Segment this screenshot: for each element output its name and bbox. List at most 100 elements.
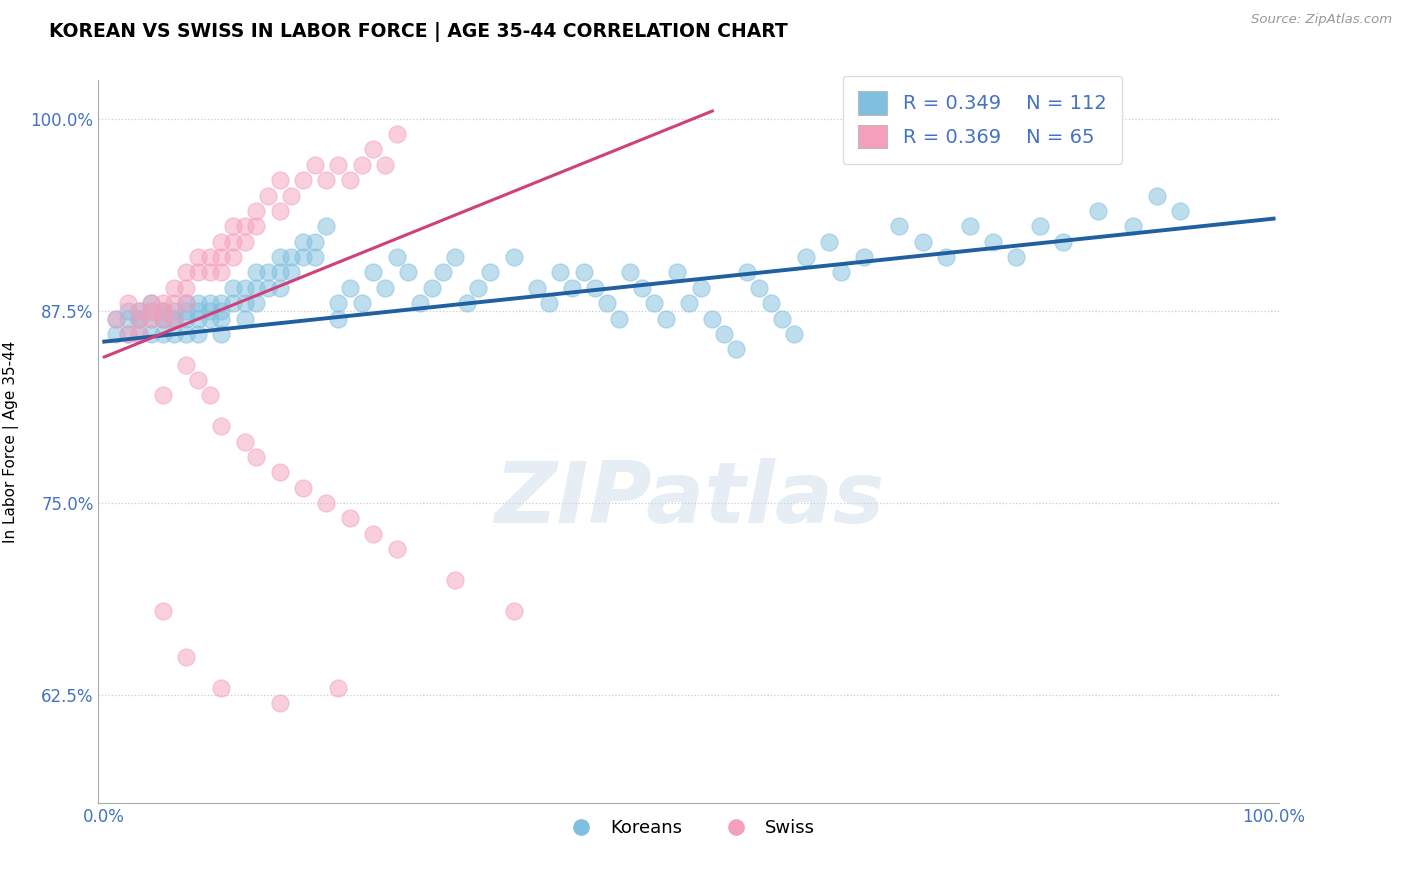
Point — [280, 265, 302, 279]
Point — [152, 304, 174, 318]
Point — [269, 173, 291, 187]
Point — [304, 158, 326, 172]
Point — [666, 265, 689, 279]
Point — [104, 311, 127, 326]
Point — [117, 296, 139, 310]
Point — [198, 388, 221, 402]
Point — [139, 326, 162, 341]
Point — [1029, 219, 1052, 234]
Point — [233, 311, 256, 326]
Point — [209, 419, 232, 434]
Point — [304, 250, 326, 264]
Point — [853, 250, 876, 264]
Point — [269, 203, 291, 218]
Point — [187, 326, 209, 341]
Point — [174, 311, 197, 326]
Point — [737, 265, 759, 279]
Point — [187, 311, 209, 326]
Point — [128, 326, 150, 341]
Point — [1087, 203, 1109, 218]
Point — [139, 296, 162, 310]
Point — [233, 296, 256, 310]
Point — [245, 296, 267, 310]
Point — [187, 265, 209, 279]
Point — [911, 235, 934, 249]
Point — [1122, 219, 1144, 234]
Point — [222, 250, 245, 264]
Point — [456, 296, 478, 310]
Point — [326, 681, 349, 695]
Point — [374, 158, 396, 172]
Point — [233, 281, 256, 295]
Point — [222, 235, 245, 249]
Point — [174, 326, 197, 341]
Point — [596, 296, 619, 310]
Point — [117, 326, 139, 341]
Point — [222, 219, 245, 234]
Point — [361, 265, 384, 279]
Point — [163, 304, 186, 318]
Point — [257, 265, 280, 279]
Point — [163, 326, 186, 341]
Point — [1005, 250, 1028, 264]
Point — [152, 311, 174, 326]
Point — [128, 304, 150, 318]
Point — [572, 265, 595, 279]
Point — [654, 311, 676, 326]
Point — [350, 296, 373, 310]
Point — [702, 311, 724, 326]
Point — [1052, 235, 1074, 249]
Point — [269, 281, 291, 295]
Point — [959, 219, 981, 234]
Point — [139, 304, 162, 318]
Point — [315, 219, 337, 234]
Point — [198, 304, 221, 318]
Point — [374, 281, 396, 295]
Point — [724, 343, 747, 357]
Point — [935, 250, 957, 264]
Point — [889, 219, 911, 234]
Point — [139, 311, 162, 326]
Point — [198, 311, 221, 326]
Point — [128, 311, 150, 326]
Point — [174, 304, 197, 318]
Point — [361, 526, 384, 541]
Point — [152, 311, 174, 326]
Point — [222, 296, 245, 310]
Point — [292, 235, 315, 249]
Text: KOREAN VS SWISS IN LABOR FORCE | AGE 35-44 CORRELATION CHART: KOREAN VS SWISS IN LABOR FORCE | AGE 35-… — [49, 22, 787, 42]
Point — [339, 173, 361, 187]
Point — [326, 296, 349, 310]
Point — [139, 296, 162, 310]
Point — [117, 311, 139, 326]
Point — [152, 604, 174, 618]
Point — [233, 219, 256, 234]
Point — [385, 250, 408, 264]
Point — [174, 296, 197, 310]
Point — [315, 173, 337, 187]
Point — [174, 296, 197, 310]
Point — [818, 235, 841, 249]
Point — [269, 250, 291, 264]
Point — [245, 450, 267, 464]
Point — [209, 326, 232, 341]
Point — [292, 250, 315, 264]
Point — [339, 511, 361, 525]
Point — [396, 265, 419, 279]
Point — [444, 250, 467, 264]
Point — [117, 304, 139, 318]
Point — [139, 304, 162, 318]
Point — [174, 649, 197, 664]
Point — [292, 481, 315, 495]
Point — [209, 296, 232, 310]
Point — [163, 296, 186, 310]
Point — [385, 127, 408, 141]
Point — [292, 173, 315, 187]
Point — [245, 203, 267, 218]
Point — [748, 281, 770, 295]
Point — [139, 311, 162, 326]
Point — [631, 281, 654, 295]
Point — [561, 281, 583, 295]
Point — [830, 265, 852, 279]
Point — [689, 281, 711, 295]
